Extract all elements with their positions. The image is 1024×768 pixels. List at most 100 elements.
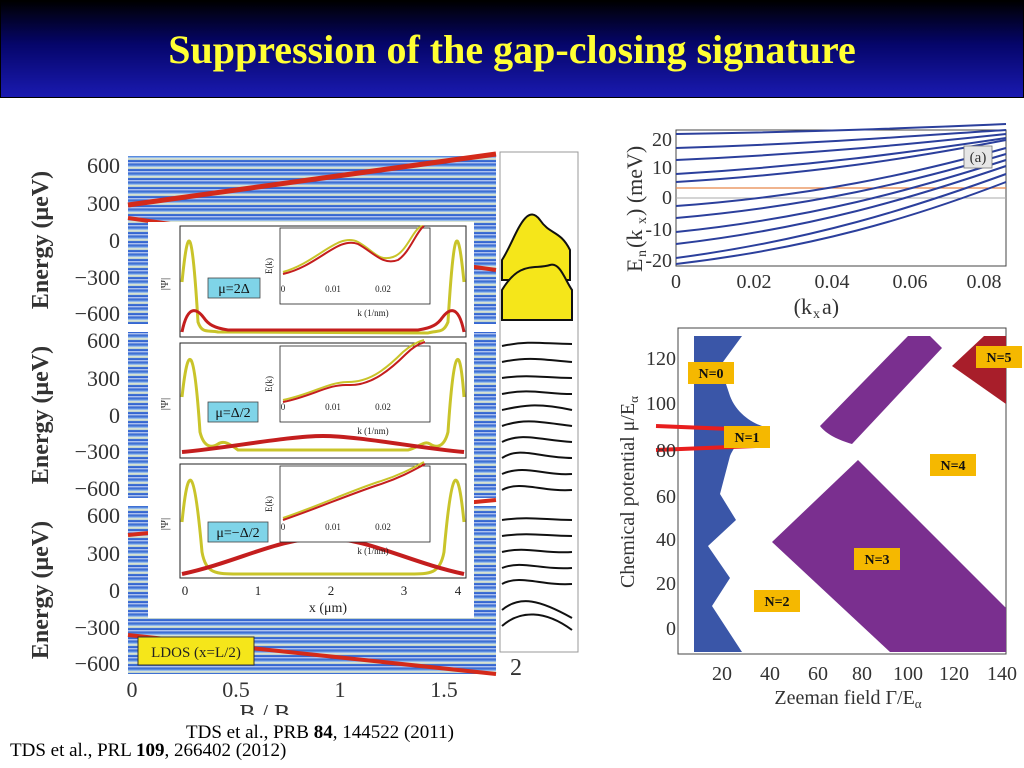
svg-text:) (meV): ) (meV) [622,146,647,216]
svg-text:0: 0 [127,677,138,702]
inset-panel-2: μ=Δ/2 [179,339,467,459]
x-axis-label: B / B [239,701,290,715]
x-ticks: 0 0.5 1 1.5 [127,677,458,702]
inset-panel-1: μ=2Δ [179,225,467,338]
phase-region-purple-top [820,336,942,444]
phase-diagram: N=0 N=1 N=2 N=3 N=4 N=5 120 100 80 60 40… [617,327,1022,711]
svg-text:|Ψ|: |Ψ| [159,398,171,411]
svg-text:N=1: N=1 [734,431,759,446]
svg-text:n: n [635,250,650,257]
svg-text:1.5: 1.5 [430,677,458,702]
svg-text:40: 40 [656,529,676,551]
panel-a-label-box [963,145,993,169]
y-ticks-middle: 600 300 0 −300 −600 [75,328,120,501]
svg-text:20: 20 [712,663,732,685]
inset-x-label: x (μm) [309,601,348,616]
y-ticks-bottom: 600 300 0 −300 −600 [75,503,120,676]
svg-text:0: 0 [109,403,120,428]
svg-text:0: 0 [109,228,120,253]
svg-text:E: E [622,259,647,272]
svg-text:−300: −300 [75,439,120,464]
svg-text:600: 600 [87,328,120,353]
svg-text:0.01: 0.01 [325,284,341,294]
svg-text:0.08: 0.08 [967,271,1002,293]
y-ticks-top: 600 300 0 −300 −600 [75,153,120,326]
svg-text:20: 20 [652,129,672,151]
svg-text:600: 600 [87,503,120,528]
band-y-ticks: 20 10 0 -10 -20 [645,129,672,272]
svg-text:0.02: 0.02 [737,271,772,293]
svg-text:0.02: 0.02 [375,522,391,532]
svg-text:10: 10 [652,157,672,179]
svg-text:-20: -20 [645,250,672,272]
svg-text:N=4: N=4 [940,459,965,474]
band-structure-plot: (a) 20 10 0 -10 -20 0 0.02 0.04 0.06 0.0… [622,123,1007,318]
svg-text:300: 300 [87,191,120,216]
svg-text:−600: −600 [75,301,120,326]
svg-text:−300: −300 [75,265,120,290]
y-axis-label: Energy (μeV) [28,521,54,659]
svg-text:300: 300 [87,366,120,391]
svg-text:4: 4 [455,583,462,598]
svg-text:k (1/nm): k (1/nm) [357,546,388,556]
svg-text:120: 120 [646,348,676,370]
wavefunction-curves [501,213,573,321]
svg-text:E(k): E(k) [264,376,274,392]
svg-text:20: 20 [656,573,676,595]
svg-text:100: 100 [893,663,923,685]
band-y-label: E n (k x ) (meV) [622,146,650,272]
svg-text:0.02: 0.02 [375,402,391,412]
svg-text:0.06: 0.06 [893,271,928,293]
panel-a-label: (a) [970,150,987,166]
svg-text:x: x [635,217,650,224]
svg-text:|Ψ|: |Ψ| [159,518,171,531]
svg-text:−600: −600 [75,476,120,501]
svg-text:120: 120 [939,663,969,685]
svg-text:0: 0 [671,271,681,293]
inset-panel-3: μ=−Δ/2 [179,461,467,579]
svg-text:80: 80 [852,663,872,685]
slide-title: Suppression of the gap-closing signature [168,27,856,72]
svg-text:100: 100 [646,393,676,415]
inset-x-ticks: 0 1 2 3 4 [182,583,462,598]
svg-text:|Ψ|: |Ψ| [159,278,171,291]
y-axis-label: Energy (μeV) [28,171,54,309]
svg-text:1: 1 [255,583,262,598]
psi-labels: |Ψ| |Ψ| |Ψ| [159,278,171,531]
wavefunction-lines [501,341,573,631]
svg-text:80: 80 [656,440,676,462]
svg-text:N=2: N=2 [764,595,789,610]
svg-text:140: 140 [987,663,1017,685]
svg-text:μ=2Δ: μ=2Δ [218,282,249,297]
svg-text:μ=−Δ/2: μ=−Δ/2 [216,526,259,541]
citation-prl: TDS et al., PRL 109, 266402 (2012) [10,740,287,761]
svg-text:N=5: N=5 [986,351,1011,366]
ldos-label-box [137,636,255,666]
band-x-label-sub: x [813,307,820,318]
strip-tick: 2 [510,655,522,681]
phase-labels: N=0 N=1 N=2 N=3 N=4 N=5 [688,346,1022,612]
svg-text:2: 2 [328,583,335,598]
svg-text:μ=Δ/2: μ=Δ/2 [215,406,250,421]
band-x-ticks: 0 0.02 0.04 0.06 0.08 [671,271,1002,293]
svg-text:N=0: N=0 [698,367,723,382]
svg-text:k (1/nm): k (1/nm) [357,426,388,436]
svg-text:-10: -10 [645,219,672,241]
phase-x-label: Zeeman field Γ/Eα [774,687,921,711]
svg-text:0: 0 [281,402,286,412]
svg-text:600: 600 [87,153,120,178]
ldos-band-line [127,151,497,208]
svg-text:60: 60 [808,663,828,685]
svg-text:−300: −300 [75,615,120,640]
svg-text:0: 0 [182,583,189,598]
svg-text:−600: −600 [75,651,120,676]
wavefunction-inset: μ=2Δ μ=Δ/2 μ=−Δ/2 |Ψ| |Ψ| |Ψ| E(k) E(k) … [148,222,474,618]
svg-text:k (1/nm): k (1/nm) [357,308,388,318]
svg-text:0: 0 [281,284,286,294]
svg-text:0.5: 0.5 [222,677,250,702]
svg-text:0: 0 [281,522,286,532]
svg-text:1: 1 [335,677,346,702]
svg-text:(k: (k [622,230,647,248]
phase-region-blue [694,336,762,652]
svg-text:0: 0 [109,578,120,603]
